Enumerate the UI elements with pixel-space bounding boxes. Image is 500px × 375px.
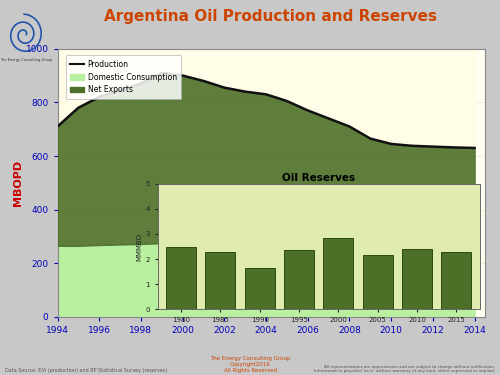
Bar	[402, 249, 432, 309]
Text: The Energy Consulting Group: The Energy Consulting Group	[0, 58, 52, 63]
Bar	[284, 251, 314, 309]
Y-axis label: MBOPD: MBOPD	[12, 160, 22, 206]
Bar	[166, 247, 196, 309]
Bar	[324, 238, 354, 309]
Y-axis label: MMMBO: MMMBO	[136, 232, 142, 261]
Text: All representations are approximate and are subject to change without notificati: All representations are approximate and …	[314, 364, 495, 373]
Bar	[245, 268, 274, 309]
Bar	[363, 255, 392, 309]
Legend: Production, Domestic Consumption, Net Exports: Production, Domestic Consumption, Net Ex…	[66, 55, 182, 99]
Bar	[442, 252, 472, 309]
Text: Data Source: EIA (production) and BP Statistical Survey (reserves): Data Source: EIA (production) and BP Sta…	[5, 368, 167, 373]
Bar	[206, 252, 236, 309]
Text: The Energy Consulting Group
Copyright2016
All Rights Reserved: The Energy Consulting Group Copyright201…	[210, 356, 290, 373]
Title: Oil Reserves: Oil Reserves	[282, 173, 356, 183]
Text: Argentina Oil Production and Reserves: Argentina Oil Production and Reserves	[104, 9, 436, 24]
